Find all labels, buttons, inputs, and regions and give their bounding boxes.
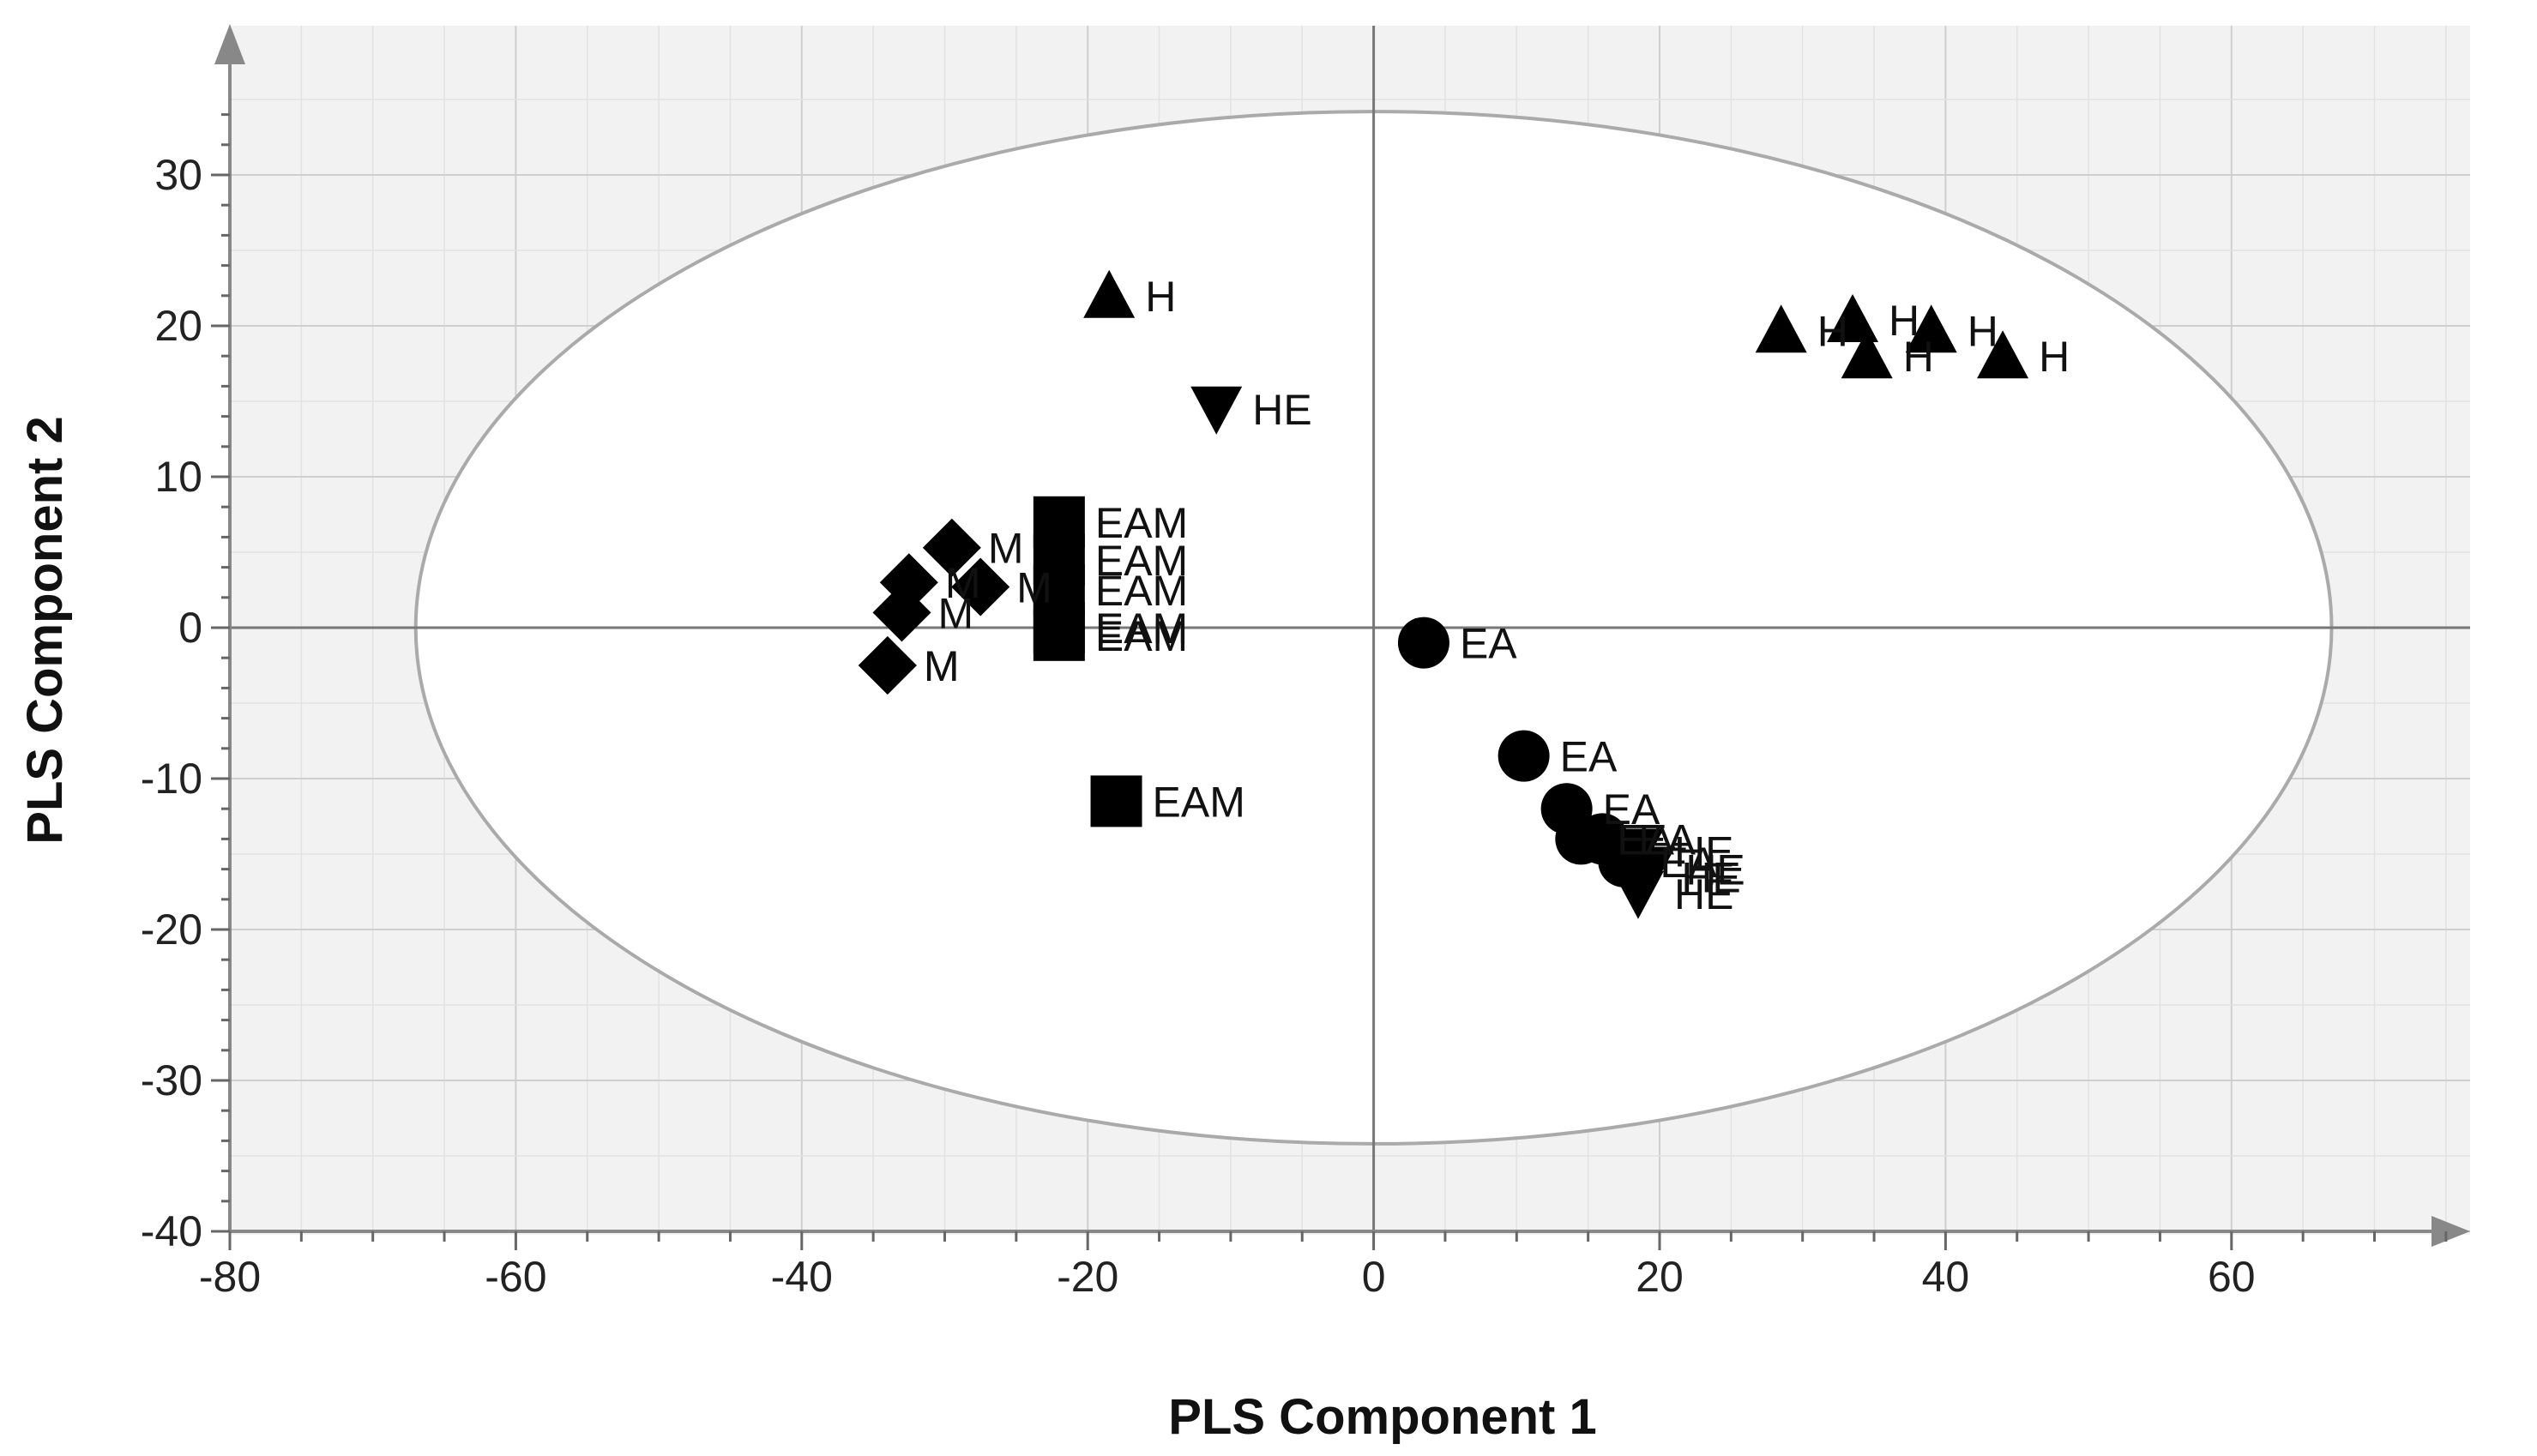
y-tick-label: -40 [141, 1207, 202, 1255]
point-label-ea: EA [1660, 839, 1717, 887]
tick-labels: -80 -60 -40 -20 0 20 40 60 -40 -30 -20 -10 0 10 20 30 [141, 151, 2256, 1301]
x-tick-label: -60 [485, 1253, 546, 1301]
point-label-eam: EAM [1153, 778, 1245, 826]
marker-h [1827, 293, 1879, 342]
point-label-eam: EAM [1095, 537, 1188, 585]
y-tick-label: 30 [154, 151, 202, 199]
point-label-h: H [1817, 307, 1848, 355]
y-tick-label: 10 [154, 453, 202, 501]
marker-ea [1598, 835, 1650, 887]
x-tick-label: -40 [771, 1253, 833, 1301]
point-label-eam: EAM [1095, 612, 1188, 660]
x-tick-label: 20 [1636, 1253, 1684, 1301]
axes [211, 24, 2470, 1250]
y-tick-label: -20 [141, 905, 202, 954]
marker-he [1190, 386, 1243, 435]
point-label-ea: EA [1603, 785, 1660, 833]
point-label-h: H [1968, 307, 1998, 355]
point-label-m: M [924, 642, 960, 690]
marker-m [858, 636, 917, 695]
y-tick-label: -30 [141, 1056, 202, 1104]
x-tick-label: -20 [1057, 1253, 1118, 1301]
zero-lines [230, 26, 2470, 1231]
y-tick-label: 20 [154, 302, 202, 350]
x-tick-label: 60 [2208, 1253, 2256, 1301]
x-tick-label: -80 [199, 1253, 261, 1301]
point-label-he: HE [1674, 827, 1733, 875]
point-label-he: HE [1681, 853, 1740, 901]
point-label-h: H [2039, 333, 2070, 381]
marker-ea [1397, 617, 1449, 669]
point-label-eam: EAM [1095, 567, 1188, 615]
point-label-m: M [1016, 563, 1052, 611]
y-tick-label: -10 [141, 755, 202, 803]
point-label-he: HE [1252, 386, 1311, 434]
y-axis-title: PLS Component 2 [17, 416, 73, 844]
point-label-ea: EA [1638, 815, 1696, 863]
x-axis-title: PLS Component 1 [1168, 1389, 1596, 1445]
point-label-he: HE [1685, 846, 1745, 894]
point-label-m: M [988, 525, 1024, 573]
marker-m [922, 518, 981, 577]
point-label-ea: EA [1460, 620, 1517, 668]
marker-ea [1497, 730, 1550, 782]
marker-m [951, 557, 1010, 617]
point-label-h: H [1889, 297, 1919, 345]
point-label-ea: EA [1617, 815, 1674, 863]
marker-m [872, 583, 931, 642]
point-label-he: HE [1674, 870, 1733, 918]
marker-eam [1033, 609, 1085, 661]
point-label-m: M [937, 589, 973, 637]
y-tick-label: 0 [178, 604, 202, 652]
point-label-eam: EAM [1095, 605, 1188, 653]
point-label-h: H [1903, 333, 1934, 381]
point-label-ea: EA [1560, 733, 1618, 781]
marker-h [1841, 330, 1893, 379]
point-label-m: M [945, 559, 981, 607]
y-axis-arrow [214, 24, 245, 64]
data-markers [858, 269, 2029, 919]
x-axis-arrow [2432, 1216, 2470, 1247]
point-label-m: M [924, 642, 960, 690]
x-tick-label: 0 [1362, 1253, 1386, 1301]
point-label-eam: EAM [1095, 499, 1188, 547]
marker-h [1977, 330, 2029, 379]
marker-eam [1090, 775, 1142, 827]
x-tick-label: 40 [1922, 1253, 1970, 1301]
marker-h [1083, 269, 1136, 318]
marker-h [1755, 304, 1807, 353]
point-label-h: H [1145, 273, 1176, 321]
marker-h [1905, 304, 1957, 353]
